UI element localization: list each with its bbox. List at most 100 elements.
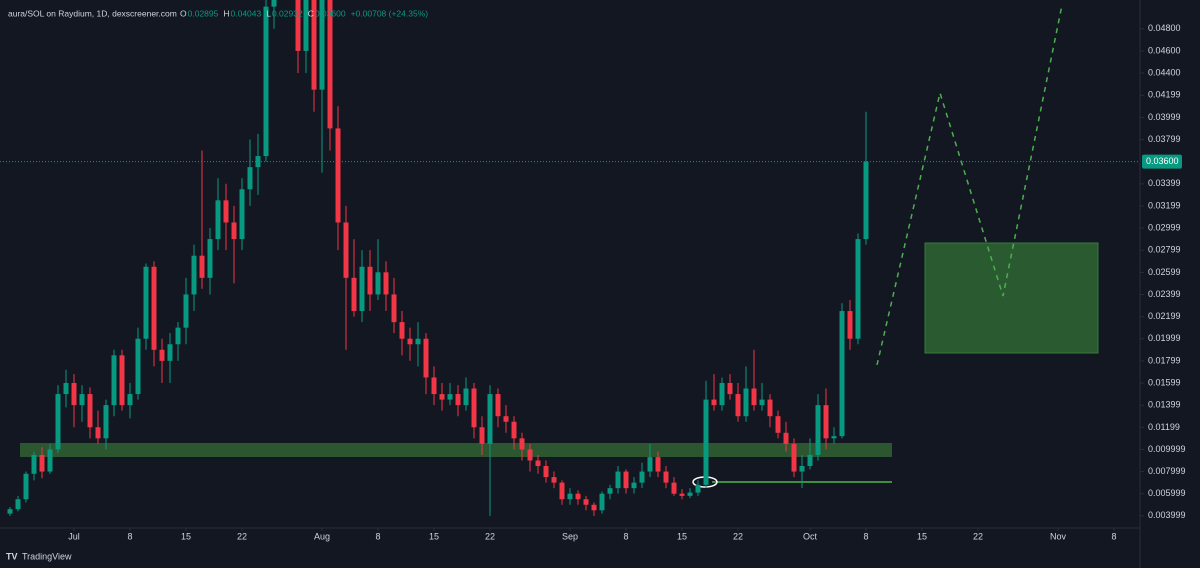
y-tick-label: 0.01199 bbox=[1148, 422, 1180, 432]
candle-body bbox=[703, 399, 709, 485]
candle-body bbox=[335, 128, 341, 223]
x-tick-label: 22 bbox=[973, 531, 983, 541]
x-tick-label: 22 bbox=[485, 531, 495, 541]
candle-body bbox=[143, 266, 149, 339]
y-tick-label: 0.03199 bbox=[1148, 200, 1181, 210]
candle-body bbox=[303, 0, 309, 51]
candle-body bbox=[815, 405, 821, 455]
candle-body bbox=[551, 477, 557, 483]
y-tick-label: 0.01399 bbox=[1148, 400, 1181, 410]
last-price-label: 0.03600 bbox=[1146, 156, 1179, 166]
candle-body bbox=[727, 382, 733, 395]
candle-body bbox=[359, 266, 365, 312]
candle-body bbox=[479, 427, 485, 444]
candle-body bbox=[383, 272, 389, 295]
y-tick-label: 0.01999 bbox=[1148, 333, 1181, 343]
candle-body bbox=[271, 0, 277, 7]
ohlc-value: 0.02895 bbox=[188, 8, 219, 18]
brand: TradingView bbox=[22, 551, 72, 561]
x-tick-label: 8 bbox=[863, 531, 868, 541]
candle-body bbox=[159, 349, 165, 361]
projection-path bbox=[876, 4, 1063, 366]
candle-body bbox=[79, 394, 85, 406]
candle-body bbox=[471, 388, 477, 428]
y-tick-label: 0.01799 bbox=[1148, 355, 1181, 365]
candle-body bbox=[207, 239, 213, 278]
candle-body bbox=[671, 482, 677, 494]
candle-body bbox=[591, 504, 597, 511]
candle-body bbox=[695, 484, 701, 493]
candle-body bbox=[663, 471, 669, 483]
candle-body bbox=[327, 0, 333, 129]
candle-body bbox=[679, 493, 685, 496]
ohlc-label: C bbox=[308, 8, 314, 18]
candle-body bbox=[455, 394, 461, 406]
candle-body bbox=[239, 189, 245, 240]
y-tick-label: 0.02799 bbox=[1148, 245, 1181, 255]
y-tick-label: 0.007999 bbox=[1148, 466, 1186, 476]
candle-body bbox=[687, 492, 693, 496]
x-tick-label: Oct bbox=[803, 531, 818, 541]
candle-body bbox=[167, 344, 173, 361]
candle-body bbox=[783, 432, 789, 444]
y-tick-label: 0.03399 bbox=[1148, 178, 1181, 188]
candle-body bbox=[855, 239, 861, 339]
candle-body bbox=[31, 454, 37, 474]
candle-body bbox=[343, 222, 349, 278]
candles bbox=[7, 0, 869, 516]
x-tick-label: 8 bbox=[623, 531, 628, 541]
candle-body bbox=[751, 388, 757, 406]
candle-body bbox=[135, 338, 141, 395]
y-tick-label: 0.04400 bbox=[1148, 67, 1181, 77]
y-tick-label: 0.02399 bbox=[1148, 289, 1181, 299]
candle-body bbox=[647, 457, 653, 472]
x-tick-label: 15 bbox=[677, 531, 687, 541]
candle-body bbox=[735, 394, 741, 417]
candle-body bbox=[423, 338, 429, 378]
candle-body bbox=[223, 200, 229, 223]
candle-body bbox=[847, 311, 853, 339]
candle-body bbox=[559, 482, 565, 500]
candle-body bbox=[823, 405, 829, 439]
ohlc-value: 0.02932 bbox=[272, 8, 303, 18]
support-zone bbox=[20, 443, 892, 457]
last-price-box bbox=[1142, 154, 1182, 169]
candle-body bbox=[199, 255, 205, 278]
candle-body bbox=[807, 454, 813, 467]
candle-body bbox=[215, 200, 221, 240]
candle-body bbox=[511, 421, 517, 439]
candle-body bbox=[63, 382, 69, 395]
candle-body bbox=[367, 266, 373, 295]
candle-body bbox=[487, 394, 493, 444]
candle-body bbox=[799, 466, 805, 472]
candle-body bbox=[495, 394, 501, 417]
candle-body bbox=[127, 394, 133, 406]
x-tick-label: 8 bbox=[127, 531, 132, 541]
candle-body bbox=[599, 493, 605, 511]
candle-body bbox=[759, 399, 765, 406]
candle-body bbox=[415, 338, 421, 345]
candle-body bbox=[743, 388, 749, 417]
candle-body bbox=[711, 399, 717, 406]
symbol-title: aura/SOL on Raydium, 1D, dexscreener.com bbox=[8, 8, 177, 18]
candle-body bbox=[375, 272, 381, 295]
y-tick-label: 0.009999 bbox=[1148, 444, 1186, 454]
candle-body bbox=[399, 322, 405, 339]
candle-body bbox=[15, 499, 21, 510]
candle-body bbox=[351, 277, 357, 312]
candle-body bbox=[119, 355, 125, 406]
candle-body bbox=[535, 460, 541, 467]
candle-body bbox=[47, 449, 53, 472]
candle-body bbox=[55, 394, 61, 450]
candle-body bbox=[863, 161, 869, 240]
candle-body bbox=[191, 255, 197, 295]
ohlc-change: +0.00708 (+24.35%) bbox=[351, 8, 429, 18]
ohlc-value: 0.03600 bbox=[315, 8, 346, 18]
candle-body bbox=[7, 509, 13, 514]
x-tick-label: 15 bbox=[429, 531, 439, 541]
candle-body bbox=[775, 416, 781, 433]
x-tick-label: 8 bbox=[375, 531, 380, 541]
candle-body bbox=[767, 399, 773, 417]
